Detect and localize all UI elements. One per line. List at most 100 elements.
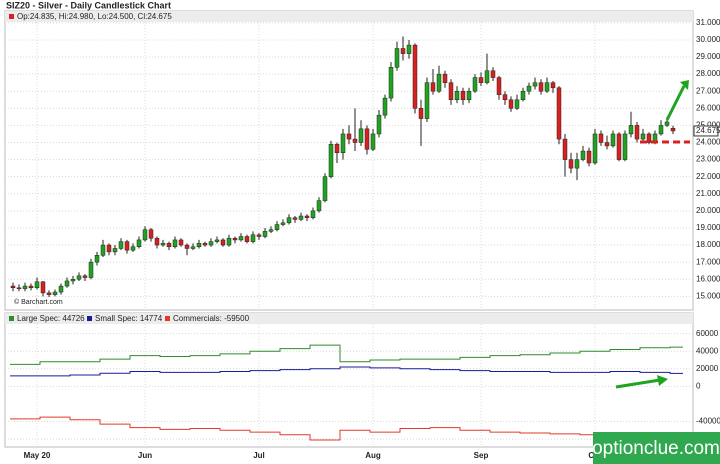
candle-body (400, 48, 406, 54)
cot-arrow (615, 378, 661, 389)
candle-body (280, 222, 286, 225)
candle-body (154, 237, 160, 246)
candle-body (556, 87, 562, 140)
candle-body (592, 133, 598, 164)
candle-body (112, 248, 118, 253)
y-tick-label: 16.000 (696, 274, 720, 283)
candle-body (442, 73, 448, 83)
y-tick-label: 20.000 (696, 206, 720, 215)
candle-body (268, 229, 274, 232)
candle-body (328, 143, 334, 177)
candle-body (184, 244, 190, 249)
candle-body (10, 285, 16, 289)
candle-body (196, 243, 202, 248)
candle-body (640, 133, 646, 140)
candle-body (82, 275, 88, 278)
cot-line (10, 344, 683, 365)
candle-body (508, 99, 514, 109)
candle-body (118, 241, 124, 249)
candle-body (130, 246, 136, 251)
info-bar (5, 11, 693, 22)
candle-body (532, 82, 538, 87)
candle-body (238, 236, 244, 241)
candle-body (454, 90, 460, 101)
candle-body (634, 125, 640, 140)
y-tick-label: 29.000 (696, 52, 720, 61)
candle-body (298, 215, 304, 220)
y-tick-label: 27.000 (696, 86, 720, 95)
candle-body (88, 261, 94, 278)
candle-body (262, 231, 268, 237)
x-tick-label: Sep (474, 451, 489, 460)
candle-body (340, 133, 346, 154)
x-tick-label: Jun (138, 451, 152, 460)
watermark-box (593, 432, 720, 464)
candle-body (616, 133, 622, 160)
legend-bar (5, 313, 693, 324)
candle-body (412, 44, 418, 109)
candle-body (136, 239, 142, 248)
candle-body (40, 281, 46, 294)
candle-body (274, 224, 280, 230)
candle-body (358, 128, 364, 143)
candle-body (94, 255, 100, 263)
candle-body (208, 241, 214, 246)
candle-body (472, 77, 478, 92)
candle-body (382, 97, 388, 116)
y-tick-label: 19.000 (696, 223, 720, 232)
candle-body (166, 243, 172, 248)
candle-body (46, 292, 52, 295)
candle-body (352, 138, 358, 143)
candle-body (424, 82, 430, 119)
candle-body (70, 278, 76, 282)
y-tick-label: 18.000 (696, 240, 720, 249)
legend-label: Large Spec: 44726 (17, 314, 85, 323)
candle-body (190, 246, 196, 249)
y-tick-label: 21.000 (696, 189, 720, 198)
candle-body (142, 229, 148, 241)
candle-body (448, 82, 454, 101)
legend-swatch (87, 316, 92, 321)
candle-body (316, 200, 322, 212)
cot-line (10, 366, 683, 377)
candle-body (544, 82, 550, 92)
ohlc-info: Op:24.835, Hi:24.980, Lo:24.500, Cl:24.6… (17, 12, 172, 21)
candle-body (28, 285, 34, 289)
last-price-box (693, 125, 719, 137)
y-tick-label: 15.000 (696, 291, 720, 300)
candle-body (394, 48, 400, 68)
candle-body (286, 217, 292, 224)
candle-body (52, 291, 58, 295)
candle-body (220, 239, 226, 246)
candle-body (664, 121, 670, 126)
candle-body (16, 287, 22, 290)
candle-body (586, 150, 592, 164)
y2-tick-label: 40000 (696, 346, 719, 355)
candle-body (76, 275, 82, 280)
candle-body (256, 234, 262, 237)
candle-body (514, 99, 520, 109)
candle-body (460, 90, 466, 101)
candle-body (628, 125, 634, 135)
candle-body (526, 85, 532, 92)
candle-body (22, 285, 28, 289)
candle-body (58, 285, 64, 293)
candle-body (364, 128, 370, 150)
candle-body (520, 90, 526, 101)
y-tick-label: 25.000 (696, 121, 720, 130)
candle-body (244, 236, 250, 242)
cot-arrow-head (657, 375, 668, 386)
y-tick-label: 22.000 (696, 172, 720, 181)
candle-body (604, 142, 610, 147)
candle-body (610, 133, 616, 147)
candle-body (622, 133, 628, 160)
candle-body (172, 239, 178, 248)
candle-body (304, 215, 310, 218)
candle-body (670, 127, 676, 132)
candle-body (334, 143, 340, 154)
candle-body (430, 82, 436, 92)
candle-body (310, 210, 316, 218)
candle-body (34, 281, 40, 289)
y2-tick-label: -40000 (696, 417, 720, 426)
